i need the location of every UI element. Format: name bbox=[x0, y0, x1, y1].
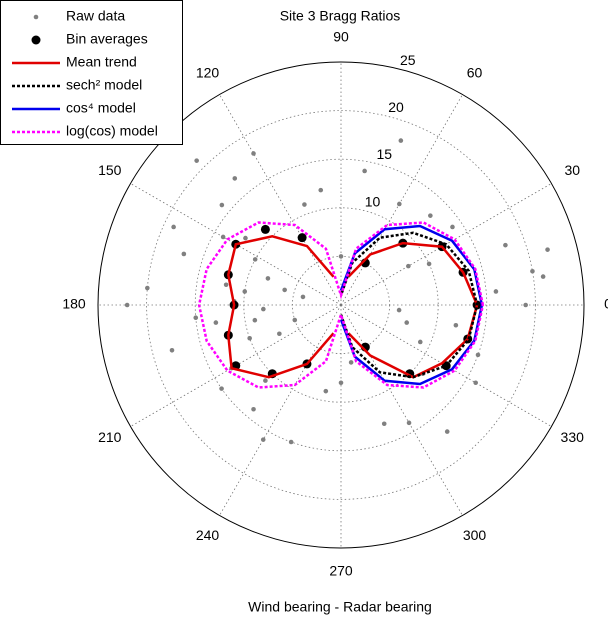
raw-point bbox=[323, 388, 329, 394]
raw-point bbox=[318, 187, 324, 193]
raw-point bbox=[219, 202, 225, 208]
raw-point bbox=[252, 257, 258, 262]
raw-point bbox=[181, 251, 187, 257]
raw-point bbox=[428, 213, 433, 218]
raw-point bbox=[265, 276, 271, 281]
raw-point bbox=[453, 322, 459, 328]
raw-point bbox=[398, 138, 404, 143]
bin-average bbox=[260, 224, 270, 234]
raw-point bbox=[338, 254, 344, 259]
raw-point bbox=[263, 378, 268, 383]
radial-grid-circle bbox=[194, 158, 488, 452]
raw-point bbox=[545, 247, 550, 252]
raw-point bbox=[169, 347, 175, 353]
raw-point bbox=[251, 151, 256, 156]
raw-point bbox=[223, 282, 229, 288]
angular-grid-line bbox=[340, 94, 463, 306]
theta-tick-label: 270 bbox=[329, 563, 353, 579]
raw-point bbox=[503, 242, 508, 248]
raw-point bbox=[232, 176, 238, 181]
raw-point bbox=[247, 335, 252, 341]
raw-point bbox=[145, 285, 150, 291]
theta-tick-label: 150 bbox=[98, 162, 122, 178]
raw-point bbox=[426, 261, 432, 267]
raw-point bbox=[251, 406, 256, 412]
raw-point bbox=[523, 302, 528, 308]
theta-tick-label: 210 bbox=[98, 429, 122, 445]
raw-point bbox=[362, 168, 367, 174]
legend-label: Raw data bbox=[66, 8, 125, 24]
raw-point bbox=[213, 320, 219, 325]
raw-point bbox=[193, 315, 199, 321]
raw-point bbox=[194, 158, 199, 163]
legend-marker bbox=[31, 35, 41, 45]
raw-point bbox=[493, 289, 499, 294]
legend-label: Bin averages bbox=[66, 31, 148, 47]
raw-point bbox=[381, 421, 387, 427]
x-axis-label: Wind bearing - Radar bearing bbox=[248, 599, 432, 615]
theta-tick-label: 60 bbox=[467, 64, 483, 80]
raw-point bbox=[282, 287, 287, 293]
raw-point bbox=[475, 352, 481, 358]
raw-point bbox=[473, 380, 478, 386]
legend-label: log(cos) model bbox=[66, 123, 158, 139]
raw-point bbox=[124, 302, 130, 308]
radial-grid-circle bbox=[97, 61, 585, 549]
raw-point bbox=[450, 224, 455, 230]
raw-point bbox=[277, 331, 282, 337]
theta-tick-label: 330 bbox=[561, 429, 585, 445]
legend-marker bbox=[33, 14, 39, 20]
raw-point bbox=[540, 274, 546, 279]
radial-grid-circle bbox=[146, 110, 536, 500]
raw-point bbox=[171, 224, 176, 230]
raw-point bbox=[444, 429, 450, 434]
legend-box bbox=[0, 0, 183, 145]
raw-point bbox=[288, 439, 294, 445]
raw-point bbox=[220, 234, 226, 240]
raw-point bbox=[300, 294, 306, 300]
raw-point bbox=[260, 437, 266, 442]
theta-tick-label: 30 bbox=[564, 162, 580, 178]
raw-point bbox=[252, 317, 258, 323]
theta-tick-label: 240 bbox=[196, 527, 220, 543]
raw-point bbox=[302, 202, 307, 207]
theta-tick-label: 180 bbox=[62, 296, 86, 312]
raw-point bbox=[338, 380, 344, 386]
model-line bbox=[197, 221, 485, 389]
raw-point bbox=[530, 268, 535, 274]
raw-point bbox=[242, 289, 248, 294]
raw-point bbox=[406, 420, 412, 426]
raw-point bbox=[243, 235, 248, 241]
raw-point bbox=[404, 320, 410, 325]
model-line bbox=[339, 231, 479, 379]
angular-grid-line bbox=[340, 304, 463, 516]
chart-title: Site 3 Bragg Ratios bbox=[280, 8, 401, 24]
raw-point bbox=[219, 386, 224, 391]
raw-point bbox=[397, 201, 402, 207]
raw-point bbox=[261, 306, 266, 312]
raw-point bbox=[348, 360, 354, 365]
angular-grid-line bbox=[219, 94, 342, 306]
r-tick-label: 15 bbox=[376, 146, 392, 162]
raw-point bbox=[417, 339, 423, 345]
r-tick-label: 20 bbox=[388, 99, 404, 115]
raw-point bbox=[396, 307, 402, 313]
r-tick-label: 10 bbox=[365, 193, 381, 209]
raw-point bbox=[406, 263, 411, 269]
bin-average bbox=[297, 233, 307, 243]
legend: Raw data Bin averages Mean trend sech² mode… bbox=[0, 0, 183, 145]
theta-tick-label: 90 bbox=[333, 29, 349, 45]
raw-point bbox=[292, 317, 298, 323]
theta-tick-label: 120 bbox=[196, 64, 220, 80]
theta-tick-label: 300 bbox=[463, 527, 487, 543]
angular-grid-line bbox=[219, 304, 342, 516]
legend-label: Mean trend bbox=[66, 54, 137, 70]
legend-label: sech² model bbox=[66, 77, 142, 93]
r-tick-label: 25 bbox=[400, 52, 416, 68]
legend-label: cos⁴ model bbox=[66, 100, 136, 116]
theta-tick-label: 0 bbox=[604, 296, 608, 312]
